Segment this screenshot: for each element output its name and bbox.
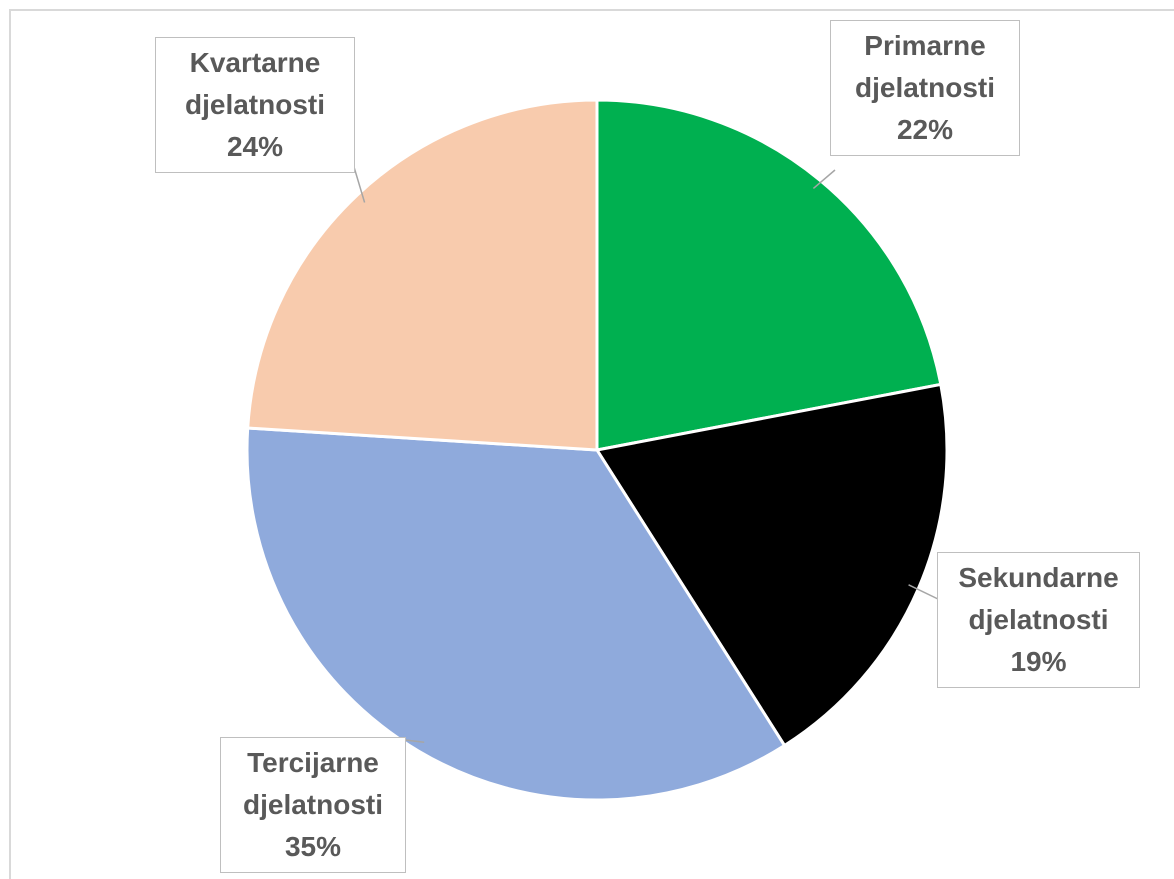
pie-slice: [246, 98, 599, 452]
chart-frame: [9, 9, 1174, 879]
data-label: Primarne djelatnosti 22%: [830, 20, 1020, 156]
value-label: 19%: [1010, 646, 1067, 677]
value-label: 24%: [226, 131, 284, 162]
category-label: Kvartarne djelatnosti: [184, 47, 325, 120]
category-label: Primarne djelatnosti: [854, 30, 995, 103]
leader-line: [812, 169, 836, 189]
data-label: Sekundarne djelatnosti 19%: [937, 552, 1140, 688]
category-label: Sekundarne djelatnosti: [958, 562, 1119, 635]
value-label: 35%: [284, 831, 342, 862]
pie-slice: [595, 98, 943, 452]
data-label: Kvartarne djelatnosti 24%: [155, 37, 355, 173]
pie-slice: [245, 426, 787, 802]
value-label: 22%: [896, 114, 954, 145]
data-label: Tercijarne djelatnosti 35%: [220, 737, 406, 873]
leader-line: [404, 739, 425, 743]
category-label: Tercijarne djelatnosti: [242, 747, 383, 820]
leader-line: [908, 584, 941, 601]
